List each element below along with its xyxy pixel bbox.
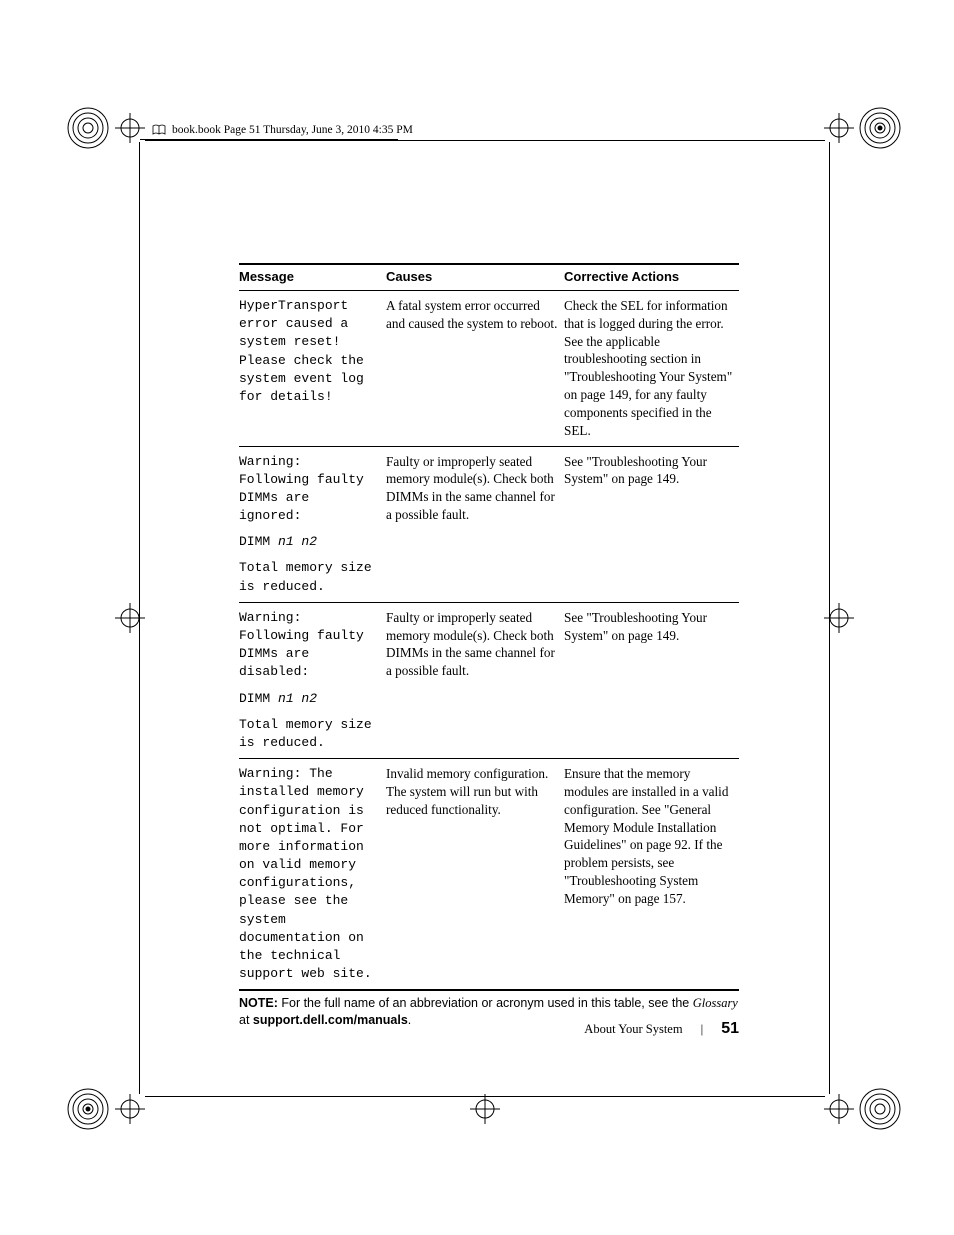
note-glossary: Glossary [693, 996, 738, 1010]
cause-cell: A fatal system error occurred and caused… [386, 291, 564, 447]
message-cell: Warning:Following faultyDIMMs areignored… [239, 446, 386, 602]
col-header-message: Message [239, 264, 386, 291]
crosshair-mark-mid-left [115, 603, 145, 633]
messages-table: Message Causes Corrective Actions HyperT… [239, 263, 739, 991]
header-path: book.book Page 51 Thursday, June 3, 2010… [152, 124, 413, 136]
footer-page-number: 51 [721, 1020, 739, 1038]
table-row: Warning:Following faultyDIMMs areignored… [239, 446, 739, 602]
note-label: NOTE: [239, 996, 278, 1010]
cause-cell: Faulty or improperly seated memory modul… [386, 602, 564, 758]
crosshair-mark-bottom-left [115, 1094, 145, 1124]
hairline-right [829, 142, 830, 1094]
corrective-cell: Check the SEL for information that is lo… [564, 291, 739, 447]
crosshair-mark-bottom-right [824, 1094, 854, 1124]
table-row: Warning: Theinstalled memoryconfiguratio… [239, 759, 739, 991]
message-cell: Warning: Theinstalled memoryconfiguratio… [239, 759, 386, 991]
cause-cell: Faulty or improperly seated memory modul… [386, 446, 564, 602]
table-row: HyperTransporterror caused asystem reset… [239, 291, 739, 447]
registration-mark-bottom-left [66, 1087, 110, 1131]
table-header-row: Message Causes Corrective Actions [239, 264, 739, 291]
col-header-causes: Causes [386, 264, 564, 291]
hairline-top [145, 140, 825, 141]
registration-mark-top-right [858, 106, 902, 150]
cause-cell: Invalid memory configuration. The system… [386, 759, 564, 991]
crosshair-mark-top-right [824, 113, 854, 143]
corrective-cell: See "Troubleshooting Your System" on pag… [564, 446, 739, 602]
crosshair-mark-bottom-center [470, 1094, 500, 1124]
footer-separator: | [701, 1021, 704, 1037]
message-cell: HyperTransporterror caused asystem reset… [239, 291, 386, 447]
book-icon [152, 124, 166, 136]
note-text-before: For the full name of an abbreviation or … [278, 996, 693, 1010]
table-row: Warning:Following faultyDIMMs aredisable… [239, 602, 739, 758]
header-underline [140, 139, 398, 140]
footer-section: About Your System [584, 1022, 682, 1037]
page-content: Message Causes Corrective Actions HyperT… [239, 263, 739, 1029]
hairline-left [139, 142, 140, 1094]
corrective-cell: See "Troubleshooting Your System" on pag… [564, 602, 739, 758]
registration-mark-bottom-right [858, 1087, 902, 1131]
page-footer: About Your System | 51 [239, 1020, 739, 1038]
registration-mark-top-left [66, 106, 110, 150]
message-cell: Warning:Following faultyDIMMs aredisable… [239, 602, 386, 758]
header-path-text: book.book Page 51 Thursday, June 3, 2010… [172, 124, 413, 136]
hairline-bottom [145, 1096, 825, 1097]
corrective-cell: Ensure that the memory modules are insta… [564, 759, 739, 991]
col-header-corrective: Corrective Actions [564, 264, 739, 291]
